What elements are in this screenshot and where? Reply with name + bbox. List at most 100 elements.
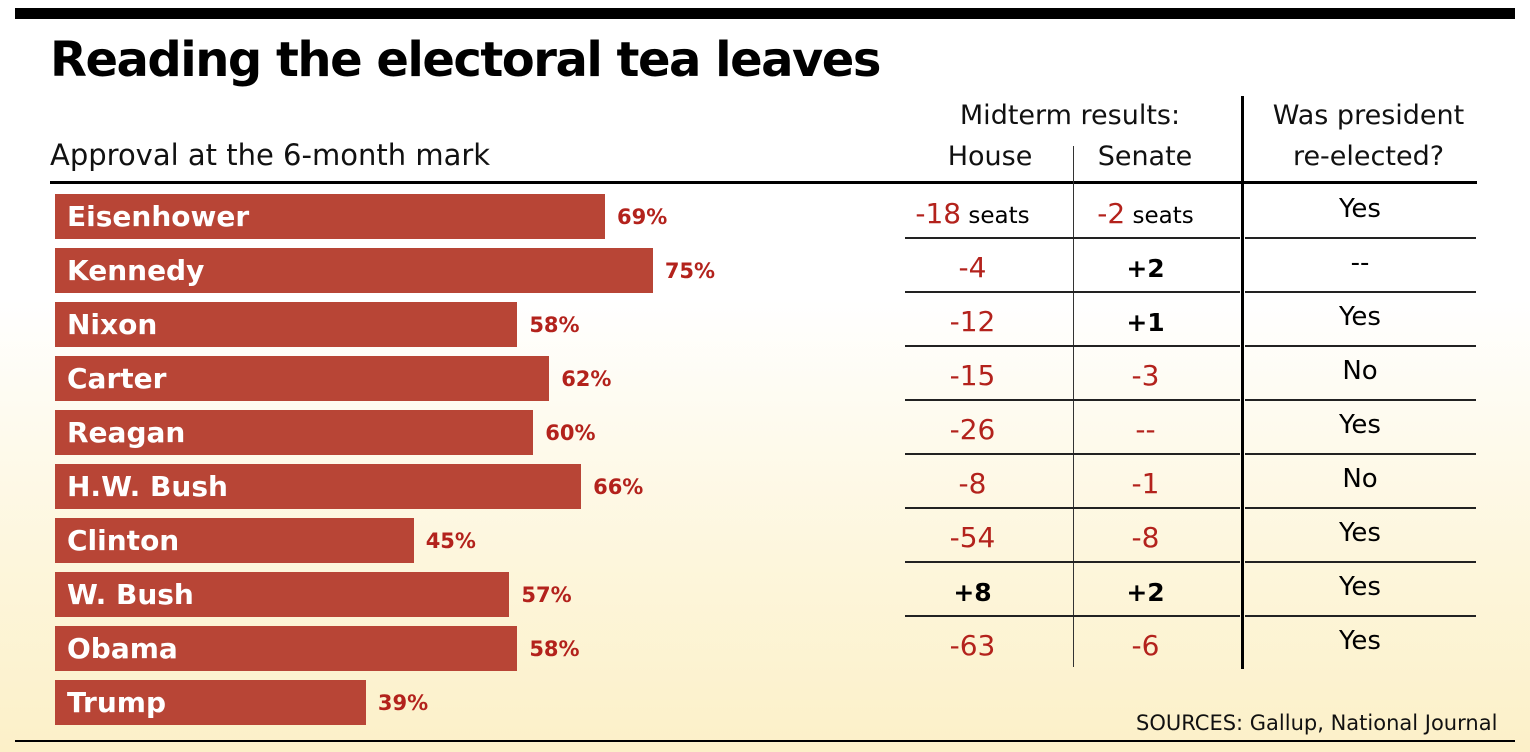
house-result: -54 [900,523,1045,553]
row-separator [1245,237,1476,239]
header-rule [50,181,1477,184]
row-separator [905,237,1240,239]
senate-result: -8 [1078,523,1213,553]
row-separator [1245,345,1476,347]
chart-title: Reading the electoral tea leaves [50,32,881,88]
president-label: Obama [67,632,178,665]
house-result: -15 [900,361,1045,391]
approval-value: 69% [617,205,668,229]
house-value: -15 [949,359,996,392]
midterm-header: Midterm results: [959,100,1181,131]
house-value: -4 [958,251,987,284]
house-result: -26 [900,415,1045,445]
reelected-value: Yes [1339,518,1381,548]
row-separator [1245,561,1476,563]
president-label: H.W. Bush [67,470,228,503]
house-result: -63 [900,631,1045,661]
approval-value: 60% [545,421,596,445]
senate-value: -3 [1131,359,1160,392]
president-label: Kennedy [67,254,205,287]
senate-value: +2 [1126,578,1165,607]
reelected-value: Yes [1339,626,1381,656]
bar-4 [55,410,534,455]
row-separator [905,507,1240,509]
approval-value: 45% [425,529,476,553]
reelected-value: Yes [1339,572,1381,602]
bar-6 [55,518,414,563]
bar-3 [55,356,550,401]
bar-5 [55,464,582,509]
row-separator [905,615,1240,617]
approval-value: 66% [593,475,644,499]
house-value: -12 [949,305,996,338]
reelected-header-line2: re-elected? [1292,141,1445,172]
chart-subtitle: Approval at the 6-month mark [50,138,491,172]
bottom-rule [15,740,1515,742]
senate-value: -1 [1131,467,1160,500]
reelected-value: -- [1350,248,1370,278]
row-separator [905,453,1240,455]
senate-value: -2 [1097,197,1126,230]
senate-unit: seats [1125,203,1194,229]
row-separator [1245,399,1476,401]
house-value: -8 [958,467,987,500]
senate-result: +1 [1078,307,1213,337]
senate-result: -6 [1078,631,1213,661]
house-value: -63 [949,629,996,662]
approval-value: 58% [529,637,580,661]
senate-value: -6 [1131,629,1160,662]
bar-9 [55,680,366,725]
house-value: -26 [949,413,996,446]
row-separator [1245,291,1476,293]
approval-value: 58% [529,313,580,337]
approval-value: 75% [664,259,716,283]
row-separator [905,345,1240,347]
house-result: -8 [900,469,1045,499]
reelected-value: No [1342,356,1378,386]
reelected-value: Yes [1339,410,1381,440]
row-separator [905,561,1240,563]
row-separator [905,291,1240,293]
senate-header: Senate [1097,141,1193,172]
president-label: Clinton [67,524,180,557]
reelected-divider [1241,96,1244,669]
bar-0 [55,194,605,239]
house-result: -18 seats [900,197,1045,230]
bar-8 [55,626,518,671]
house-result: -12 [900,307,1045,337]
house-senate-divider [1073,146,1074,667]
bar-7 [55,572,510,617]
row-separator [1245,615,1476,617]
house-value: -18 [915,197,962,230]
senate-result: -- [1078,415,1213,445]
row-separator [1245,507,1476,509]
reelected-value: Yes [1339,194,1381,224]
president-label: W. Bush [67,578,194,611]
house-result: +8 [900,577,1045,607]
approval-value: 39% [377,691,429,715]
senate-result: +2 [1078,253,1213,283]
top-rule [15,8,1515,19]
president-label: Carter [67,362,167,395]
senate-value: +2 [1126,254,1165,283]
approval-value: 62% [561,367,612,391]
approval-value: 57% [521,583,572,607]
senate-result: -2 seats [1078,197,1213,230]
reelected-header-line1: Was president [1272,100,1465,131]
senate-value: -- [1135,413,1156,446]
bar-1 [55,248,653,293]
house-unit: seats [961,203,1030,229]
bar-2 [55,302,518,347]
president-label: Reagan [67,416,186,449]
reelected-value: No [1342,464,1378,494]
senate-value: +1 [1126,308,1165,337]
president-label: Eisenhower [67,200,250,233]
row-separator [1245,453,1476,455]
house-result: -4 [900,253,1045,283]
row-separator [905,399,1240,401]
senate-result: +2 [1078,577,1213,607]
reelected-value: Yes [1339,302,1381,332]
source-note: SOURCES: Gallup, National Journal [1136,711,1498,735]
senate-value: -8 [1131,521,1160,554]
senate-result: -1 [1078,469,1213,499]
